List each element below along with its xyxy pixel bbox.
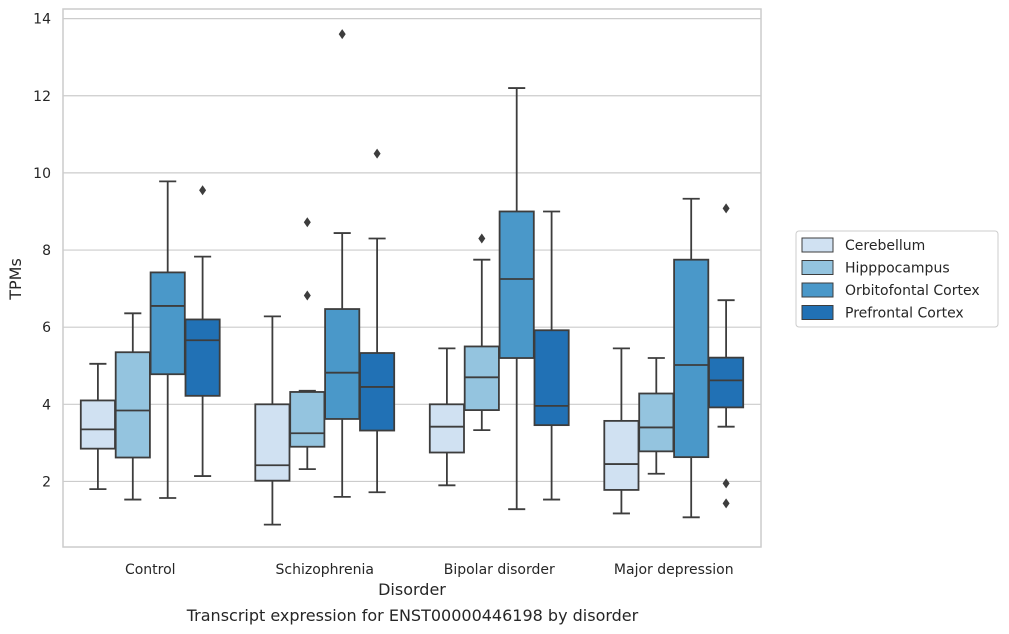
- box: [708, 203, 745, 509]
- legend-frame: [795, 230, 999, 328]
- y-tick-label: 2: [42, 474, 51, 490]
- y-tick-label: 4: [42, 397, 51, 413]
- y-axis-label: TPMs: [6, 258, 25, 301]
- legend-swatch: [801, 260, 834, 275]
- legend-label: Cerebellum: [845, 238, 925, 254]
- x-tick-label: Major depression: [614, 562, 734, 578]
- box-body: [603, 419, 640, 491]
- box-body: [254, 403, 291, 482]
- y-tick-label: 12: [33, 89, 51, 105]
- box: [638, 357, 675, 475]
- outlier-point: [303, 217, 311, 228]
- outlier-point: [722, 498, 730, 509]
- box-body: [673, 258, 710, 459]
- box-body: [324, 308, 361, 420]
- box-series: [79, 29, 745, 526]
- legend-label: Prefrontal Cortex: [845, 306, 964, 322]
- box-body: [708, 356, 745, 409]
- outlier-point: [199, 185, 207, 196]
- y-tick-label: 10: [33, 166, 51, 182]
- y-tick-label: 6: [42, 320, 51, 336]
- box-body: [463, 345, 500, 411]
- box: [533, 210, 570, 501]
- box-body: [289, 391, 326, 448]
- figure-caption: Transcript expression for ENST0000044619…: [186, 606, 639, 625]
- box: [149, 180, 186, 499]
- box-body: [359, 352, 396, 432]
- outlier-point: [338, 29, 346, 40]
- legend-label: Orbitofontal Cortex: [845, 283, 980, 299]
- x-tick-label: Schizophrenia: [276, 562, 374, 578]
- legend-swatch: [801, 305, 834, 320]
- box: [79, 362, 116, 491]
- y-tick-label: 14: [33, 12, 51, 28]
- box-body: [638, 392, 675, 453]
- box-body: [533, 329, 570, 427]
- box: [498, 87, 535, 511]
- box-body: [149, 271, 186, 376]
- box: [324, 29, 361, 498]
- box: [184, 185, 221, 477]
- outlier-point: [722, 478, 730, 489]
- legend-label: Hipppocampus: [845, 261, 950, 277]
- x-tick-label: Bipolar disorder: [444, 562, 555, 578]
- plot-frame: [62, 8, 762, 548]
- legend-swatch: [801, 237, 834, 253]
- legend: Cerebellum Hipppocampus Orbitofontal Corte…: [795, 230, 999, 328]
- box-body: [428, 403, 465, 454]
- box: [289, 217, 326, 470]
- outlier-point: [478, 233, 486, 244]
- box: [673, 197, 710, 519]
- box: [603, 347, 640, 515]
- box-body: [184, 318, 221, 397]
- outlier-point: [303, 290, 311, 301]
- box: [254, 315, 291, 526]
- box: [114, 312, 151, 501]
- x-axis-label: Disorder: [378, 580, 446, 599]
- x-tick-labels: Control Schizophrenia Bipolar disorder Majo…: [125, 562, 734, 578]
- box-body: [498, 210, 535, 359]
- box: [359, 148, 396, 494]
- x-tick-label: Control: [125, 562, 176, 578]
- outlier-point: [722, 203, 730, 214]
- box-body: [79, 399, 116, 450]
- y-tick-labels: 2 4 6 8 10 12 14: [33, 12, 51, 491]
- y-tick-label: 8: [42, 243, 51, 259]
- box: [463, 233, 500, 432]
- outlier-point: [373, 148, 381, 159]
- box-body: [114, 351, 151, 459]
- box: [428, 347, 465, 487]
- legend-swatch: [801, 282, 834, 298]
